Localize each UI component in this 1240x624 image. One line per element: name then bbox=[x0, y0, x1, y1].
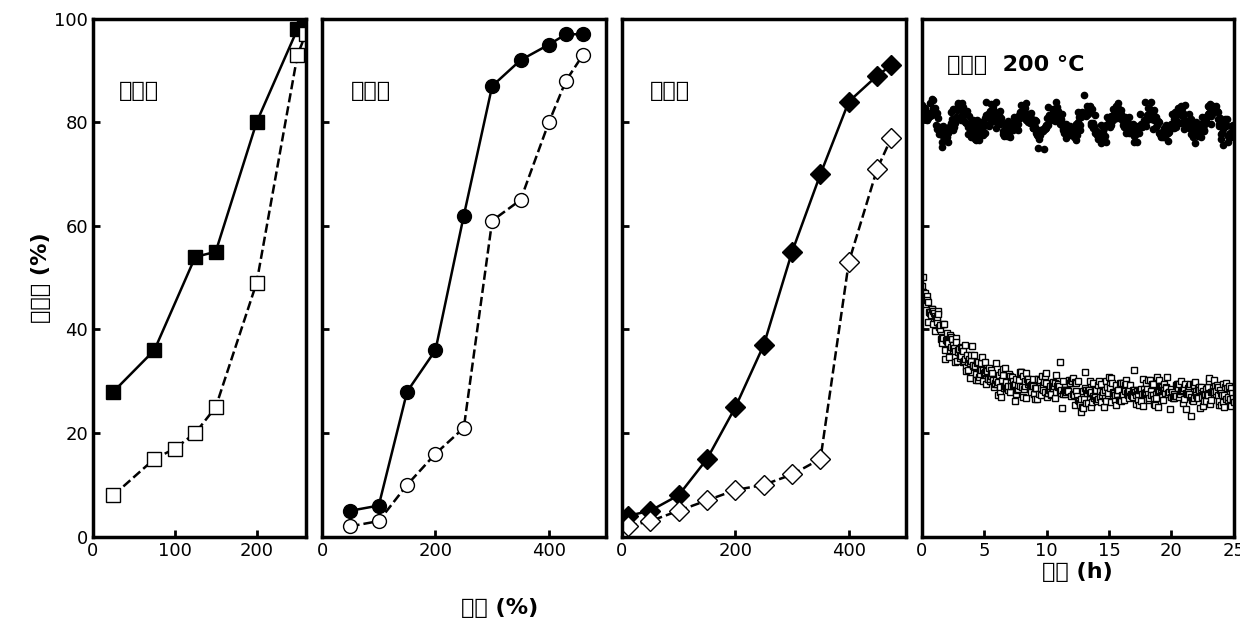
X-axis label: 时间 (h): 时间 (h) bbox=[1043, 562, 1114, 582]
Text: 正己烷: 正己烷 bbox=[351, 81, 391, 101]
Text: 苯乙烯: 苯乙烯 bbox=[119, 81, 159, 101]
Text: 温度 (%): 温度 (%) bbox=[460, 598, 538, 618]
Y-axis label: 降解率 (%): 降解率 (%) bbox=[31, 232, 52, 323]
Text: 苯乙烯  200 °C: 苯乙烯 200 °C bbox=[947, 55, 1084, 75]
Text: 环己烷: 环己烷 bbox=[650, 81, 691, 101]
